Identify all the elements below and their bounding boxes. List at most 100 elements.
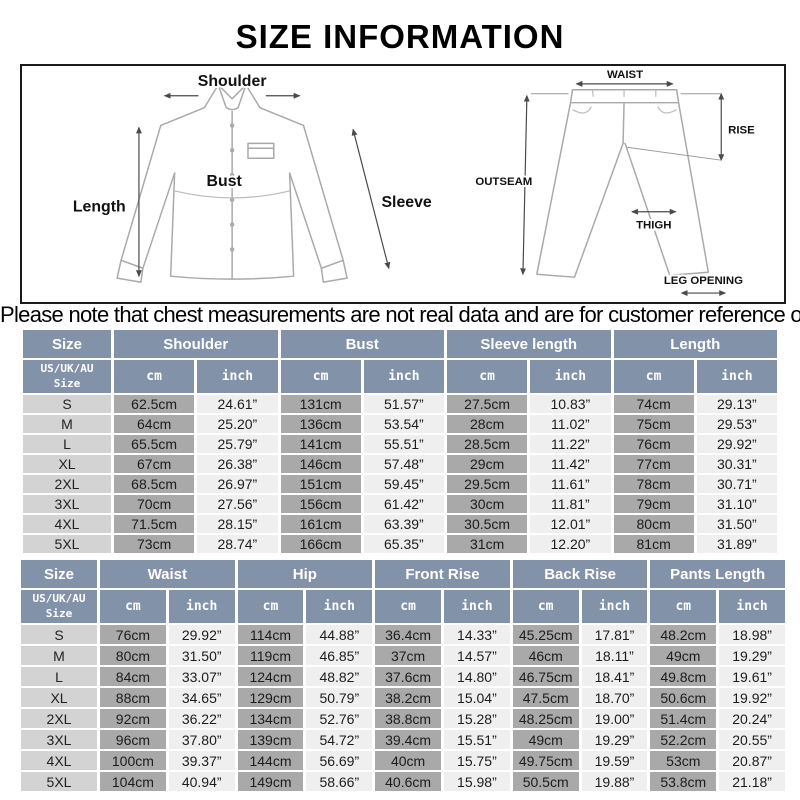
- table-row: M 64cm 25.20” 136cm 53.54” 28cm 11.02” 75cm 29.5…: [23, 415, 777, 433]
- cm-value-cell: 37.6cm: [375, 667, 441, 686]
- size-cell: L: [21, 667, 97, 686]
- pants-art-icon: [536, 89, 710, 278]
- pants-label-leg-opening: LEG OPENING: [664, 275, 743, 287]
- size-cell: 5XL: [21, 772, 97, 791]
- inch-value-cell: 14.33”: [443, 625, 510, 644]
- pants-label-thigh: THIGH: [636, 220, 671, 232]
- table-row: 5XL 104cm 40.94” 149cm 58.66” 40.6cm 15.98” 50.…: [21, 772, 785, 791]
- cm-value-cell: 73cm: [114, 535, 195, 553]
- cm-value-cell: 68.5cm: [114, 475, 195, 493]
- inch-value-cell: 29.92”: [168, 625, 235, 644]
- unit-header-inch: inch: [719, 590, 785, 623]
- inch-value-cell: 46.85”: [306, 646, 373, 665]
- unit-header-cm: cm: [114, 360, 195, 393]
- shirt-label-length: Length: [73, 199, 126, 216]
- cm-value-cell: 39.4cm: [375, 730, 441, 749]
- cm-value-cell: 50.5cm: [512, 772, 579, 791]
- cm-value-cell: 75cm: [613, 415, 694, 433]
- inch-value-cell: 20.87”: [719, 751, 785, 770]
- cm-value-cell: 104cm: [100, 772, 166, 791]
- unit-header-cm: cm: [100, 590, 166, 623]
- inch-value-cell: 31.10”: [696, 495, 777, 513]
- cm-value-cell: 40cm: [375, 751, 441, 770]
- group-header: Hip: [237, 560, 373, 588]
- cm-value-cell: 124cm: [237, 667, 304, 686]
- inch-value-cell: 15.04”: [443, 688, 510, 707]
- inch-value-cell: 29.13”: [696, 395, 777, 413]
- size-cell: XL: [23, 455, 111, 473]
- inch-value-cell: 53.54”: [363, 415, 444, 433]
- cm-value-cell: 46cm: [512, 646, 579, 665]
- inch-value-cell: 25.79”: [197, 435, 278, 453]
- unit-header-cm: cm: [447, 360, 528, 393]
- inch-value-cell: 17.81”: [581, 625, 648, 644]
- inch-value-cell: 11.22”: [530, 435, 611, 453]
- table-row: 4XL 100cm 39.37” 144cm 56.69” 40cm 15.75” 49.75…: [21, 751, 785, 770]
- table-row: S 76cm 29.92” 114cm 44.88” 36.4cm 14.33” 45.25c…: [21, 625, 785, 644]
- cm-value-cell: 53cm: [650, 751, 717, 770]
- bottoms-size-table: Size Waist Hip Front Rise Back Rise Pants Len…: [18, 558, 788, 793]
- size-cell: 2XL: [21, 709, 97, 728]
- cm-value-cell: 45.25cm: [512, 625, 579, 644]
- inch-value-cell: 14.80”: [443, 667, 510, 686]
- inch-value-cell: 12.20”: [530, 535, 611, 553]
- table-row: 2XL 92cm 36.22” 134cm 52.76” 38.8cm 15.28” 48.2…: [21, 709, 785, 728]
- table-row: S 62.5cm 24.61” 131cm 51.57” 27.5cm 10.83” 74cm…: [23, 395, 777, 413]
- table-row: L 84cm 33.07” 124cm 48.82” 37.6cm 14.80” 46.75c…: [21, 667, 785, 686]
- inch-value-cell: 19.92”: [719, 688, 785, 707]
- cm-value-cell: 76cm: [100, 625, 166, 644]
- size-column-header: Size: [21, 560, 97, 588]
- size-cell: 5XL: [23, 535, 111, 553]
- cm-value-cell: 62.5cm: [114, 395, 195, 413]
- shirt-art-icon: [116, 84, 348, 283]
- inch-value-cell: 18.11”: [581, 646, 648, 665]
- cm-value-cell: 40.6cm: [375, 772, 441, 791]
- cm-value-cell: 67cm: [114, 455, 195, 473]
- cm-value-cell: 71.5cm: [114, 515, 195, 533]
- size-cell: M: [23, 415, 111, 433]
- cm-value-cell: 77cm: [613, 455, 694, 473]
- shirt-label-sleeve: Sleeve: [381, 194, 431, 211]
- cm-value-cell: 76cm: [613, 435, 694, 453]
- inch-value-cell: 50.79”: [306, 688, 373, 707]
- inch-value-cell: 27.56”: [197, 495, 278, 513]
- tops-table-body: S 62.5cm 24.61” 131cm 51.57” 27.5cm 10.83” 74cm…: [23, 395, 777, 553]
- inch-value-cell: 34.65”: [168, 688, 235, 707]
- inch-value-cell: 58.66”: [306, 772, 373, 791]
- group-header: Sleeve length: [447, 330, 611, 358]
- unit-header-inch: inch: [443, 590, 510, 623]
- cm-value-cell: 141cm: [280, 435, 361, 453]
- cm-value-cell: 47.5cm: [512, 688, 579, 707]
- cm-value-cell: 38.2cm: [375, 688, 441, 707]
- unit-header-inch: inch: [696, 360, 777, 393]
- pants-label-outseam: OUTSEAM: [475, 176, 532, 188]
- cm-value-cell: 49cm: [650, 646, 717, 665]
- inch-value-cell: 40.94”: [168, 772, 235, 791]
- group-header: Front Rise: [375, 560, 510, 588]
- shirt-diagram: Shoulder Length Bust Sleeve: [71, 71, 434, 283]
- inch-value-cell: 54.72”: [306, 730, 373, 749]
- size-cell: L: [23, 435, 111, 453]
- inch-value-cell: 31.50”: [168, 646, 235, 665]
- group-header: Waist: [100, 560, 235, 588]
- cm-value-cell: 53.8cm: [650, 772, 717, 791]
- unit-header-inch: inch: [306, 590, 373, 623]
- inch-value-cell: 19.29”: [581, 730, 648, 749]
- inch-value-cell: 30.71”: [696, 475, 777, 493]
- group-header: Shoulder: [114, 330, 278, 358]
- tops-size-table: Size Shoulder Bust Sleeve length Length US/UK…: [20, 328, 780, 555]
- inch-value-cell: 19.59”: [581, 751, 648, 770]
- inch-value-cell: 28.15”: [197, 515, 278, 533]
- cm-value-cell: 38.8cm: [375, 709, 441, 728]
- cm-value-cell: 84cm: [100, 667, 166, 686]
- cm-value-cell: 48.25cm: [512, 709, 579, 728]
- inch-value-cell: 61.42”: [363, 495, 444, 513]
- inch-value-cell: 57.48”: [363, 455, 444, 473]
- cm-value-cell: 96cm: [100, 730, 166, 749]
- inch-value-cell: 19.29”: [719, 646, 785, 665]
- unit-header-inch: inch: [581, 590, 648, 623]
- size-cell: 2XL: [23, 475, 111, 493]
- cm-value-cell: 139cm: [237, 730, 304, 749]
- inch-value-cell: 19.88”: [581, 772, 648, 791]
- cm-value-cell: 151cm: [280, 475, 361, 493]
